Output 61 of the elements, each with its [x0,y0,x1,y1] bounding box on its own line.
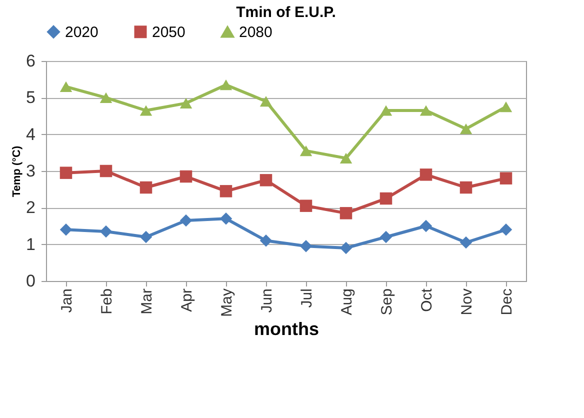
y-tick-label: 0 [26,272,36,290]
point [260,96,272,107]
point [420,168,432,181]
point [100,164,112,178]
y-tick-label: 1 [26,234,36,254]
y-tick-label: 4 [26,124,36,144]
point [260,234,272,247]
point [460,181,472,194]
y-axis-title: Temp (°C) [11,146,24,198]
x-tick-label: Feb [98,288,116,314]
point [300,240,312,252]
point [300,200,312,212]
point [220,185,232,198]
legend-label: 2050 [152,24,186,41]
chart-title: Tmin of E.U.P. [236,4,336,21]
point [380,105,392,116]
point [180,214,192,227]
point [260,174,272,186]
x-tick-label: Apr [178,288,196,312]
y-tick-label: 3 [26,162,36,180]
point [380,192,392,205]
x-tick-label: Jun [258,288,276,313]
x-axis-title: months [254,318,319,339]
point [180,98,192,108]
point [460,124,472,134]
point [500,172,512,184]
x-tick-label: May [218,288,236,317]
point [420,220,432,232]
legend-label: 2020 [65,24,98,41]
point [340,207,352,220]
legend-label: 2080 [239,24,272,42]
x-tick-label: Nov [458,288,476,316]
point [100,225,112,238]
x-tick-label: Jul [298,288,316,308]
x-tick-label: Aug [338,288,356,316]
point [380,230,392,244]
point [500,224,512,236]
point [220,212,232,225]
point [340,152,352,164]
point [420,105,432,116]
point [300,146,312,156]
y-tick-label: 5 [26,88,36,108]
point [60,81,72,92]
point [60,166,72,179]
point [60,224,72,236]
point [140,105,152,116]
y-tick-label: 6 [26,52,36,70]
x-tick-label: Oct [418,288,436,312]
point [500,102,512,112]
x-tick-label: Mar [138,288,156,314]
x-tick-label: Sep [378,288,396,316]
point [100,92,112,103]
point [140,230,152,244]
y-tick-label: 2 [26,198,36,218]
point [340,242,352,254]
x-tick-label: Jan [58,288,76,313]
point [460,236,472,249]
point [220,80,232,90]
point [180,170,192,183]
point [140,181,152,194]
x-tick-label: Dec [498,288,516,316]
